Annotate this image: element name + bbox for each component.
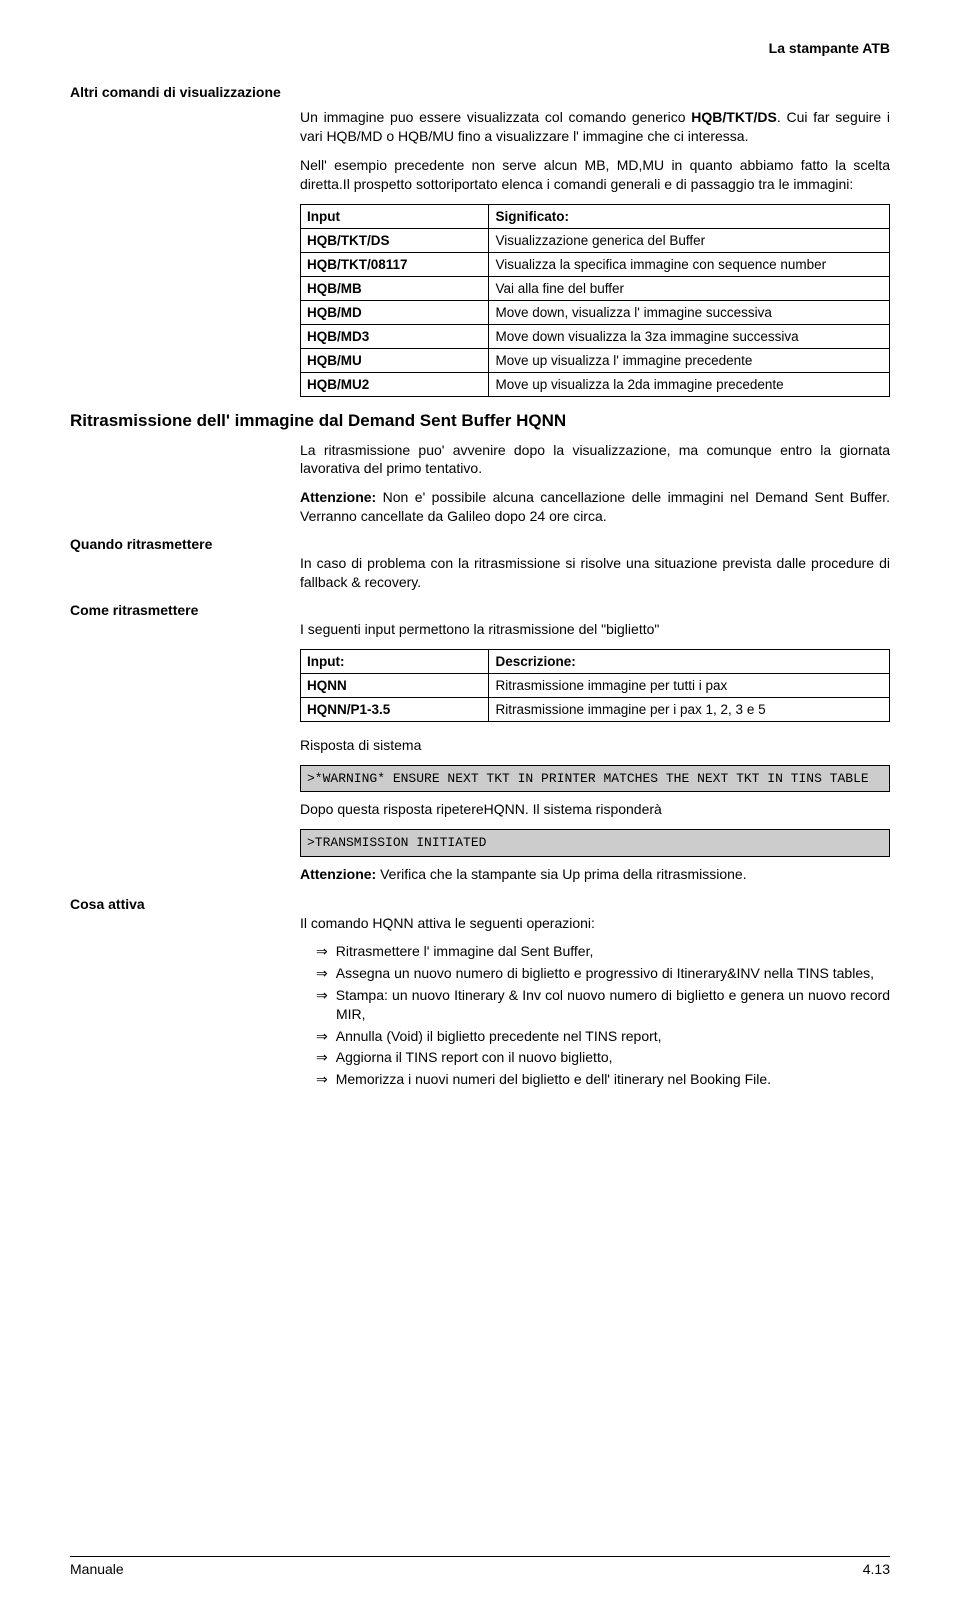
cell: Ritrasmissione immagine per tutti i pax — [489, 673, 890, 697]
footer-right: 4.13 — [863, 1561, 890, 1577]
cell: HQB/TKT/DS — [301, 228, 489, 252]
section-title-altri-comandi: Altri comandi di visualizzazione — [70, 84, 890, 100]
table-row: HQB/TKT/08117Visualizza la specifica imm… — [301, 252, 890, 276]
list-item: Annulla (Void) il biglietto precedente n… — [316, 1027, 890, 1047]
table-row: HQB/MUMove up visualizza l' immagine pre… — [301, 348, 890, 372]
cosa-p1: Il comando HQNN attiva le seguenti opera… — [300, 914, 890, 933]
page-header-right: La stampante ATB — [70, 40, 890, 56]
table-row: HQNNRitrasmissione immagine per tutti i … — [301, 673, 890, 697]
table-row: HQB/MDMove down, visualizza l' immagine … — [301, 300, 890, 324]
cell: Move down visualizza la 3za immagine suc… — [489, 324, 890, 348]
label-quando: Quando ritrasmettere — [70, 536, 212, 552]
sec1-p1a: Un immagine puo essere visualizzata col … — [300, 109, 691, 125]
footer-left: Manuale — [70, 1561, 124, 1577]
sec2-p1: La ritrasmissione puo' avvenire dopo la … — [300, 441, 890, 479]
attention2-text: Verifica che la stampante sia Up prima d… — [376, 866, 746, 882]
sec1-body: Un immagine puo essere visualizzata col … — [300, 108, 890, 397]
code-transmission: >TRANSMISSION INITIATED — [300, 829, 890, 857]
code-warning: >*WARNING* ENSURE NEXT TKT IN PRINTER MA… — [300, 765, 890, 793]
cell: HQB/MU2 — [301, 372, 489, 396]
label-cosa: Cosa attiva — [70, 896, 145, 912]
cell: HQB/TKT/08117 — [301, 252, 489, 276]
th-input: Input — [301, 204, 489, 228]
table-row: HQB/MU2Move up visualizza la 2da immagin… — [301, 372, 890, 396]
input-table: Input: Descrizione: HQNNRitrasmissione i… — [300, 649, 890, 722]
cell: HQB/MU — [301, 348, 489, 372]
label-come: Come ritrasmettere — [70, 602, 198, 618]
section-title-ritrasmissione: Ritrasmissione dell' immagine dal Demand… — [70, 411, 890, 431]
attention-label: Attenzione: — [300, 489, 376, 505]
list-item: Stampa: un nuovo Itinerary & Inv col nuo… — [316, 986, 890, 1025]
come-body: I seguenti input permettono la ritrasmis… — [300, 602, 890, 884]
table-row: HQNN/P1-3.5Ritrasmissione immagine per i… — [301, 697, 890, 721]
th-meaning: Significato: — [489, 204, 890, 228]
sec1-p1b: HQB/TKT/DS — [691, 109, 777, 125]
risposta-label: Risposta di sistema — [300, 736, 890, 755]
attention2: Attenzione: Verifica che la stampante si… — [300, 865, 890, 884]
sec1-p2: Nell' esempio precedente non serve alcun… — [300, 156, 890, 194]
cell: HQB/MB — [301, 276, 489, 300]
quando-block: Quando ritrasmettere In caso di problema… — [70, 536, 890, 592]
list-item: Memorizza i nuovi numeri del biglietto e… — [316, 1070, 890, 1090]
sec2-p2: Attenzione: Non e' possibile alcuna canc… — [300, 488, 890, 526]
table-row: HQB/TKT/DSVisualizzazione generica del B… — [301, 228, 890, 252]
cell: HQNN — [301, 673, 489, 697]
table-row: HQB/MBVai alla fine del buffer — [301, 276, 890, 300]
cell: HQB/MD3 — [301, 324, 489, 348]
cell: Visualizzazione generica del Buffer — [489, 228, 890, 252]
page: La stampante ATB Altri comandi di visual… — [0, 0, 960, 1605]
quando-p1: In caso di problema con la ritrasmission… — [300, 554, 890, 592]
dopo-text: Dopo questa risposta ripetereHQNN. Il si… — [300, 800, 890, 819]
cell: HQB/MD — [301, 300, 489, 324]
list-item: Assegna un nuovo numero di biglietto e p… — [316, 964, 890, 984]
cell: HQNN/P1-3.5 — [301, 697, 489, 721]
cell: Visualizza la specifica immagine con seq… — [489, 252, 890, 276]
table-header-row: Input Significato: — [301, 204, 890, 228]
cell: Vai alla fine del buffer — [489, 276, 890, 300]
cell: Ritrasmissione immagine per i pax 1, 2, … — [489, 697, 890, 721]
attention-text: Non e' possibile alcuna cancellazione de… — [300, 489, 890, 524]
cell: Move up visualizza l' immagine precedent… — [489, 348, 890, 372]
cell: Move down, visualizza l' immagine succes… — [489, 300, 890, 324]
list-item: Aggiorna il TINS report con il nuovo big… — [316, 1048, 890, 1068]
come-block: Come ritrasmettere I seguenti input perm… — [70, 602, 890, 884]
cosa-body: Il comando HQNN attiva le seguenti opera… — [300, 896, 890, 1090]
th-desc: Descrizione: — [489, 649, 890, 673]
cell: Move up visualizza la 2da immagine prece… — [489, 372, 890, 396]
th-input: Input: — [301, 649, 489, 673]
attention2-label: Attenzione: — [300, 866, 376, 882]
commands-table: Input Significato: HQB/TKT/DSVisualizzaz… — [300, 204, 890, 397]
table-header-row: Input: Descrizione: — [301, 649, 890, 673]
cosa-block: Cosa attiva Il comando HQNN attiva le se… — [70, 896, 890, 1090]
come-p1: I seguenti input permettono la ritrasmis… — [300, 620, 890, 639]
sec2-body: La ritrasmissione puo' avvenire dopo la … — [300, 441, 890, 527]
page-footer: Manuale 4.13 — [70, 1556, 890, 1577]
quando-body: In caso di problema con la ritrasmission… — [300, 536, 890, 592]
cosa-list: Ritrasmettere l' immagine dal Sent Buffe… — [316, 942, 890, 1089]
list-item: Ritrasmettere l' immagine dal Sent Buffe… — [316, 942, 890, 962]
table-row: HQB/MD3Move down visualizza la 3za immag… — [301, 324, 890, 348]
sec1-p1: Un immagine puo essere visualizzata col … — [300, 108, 890, 146]
